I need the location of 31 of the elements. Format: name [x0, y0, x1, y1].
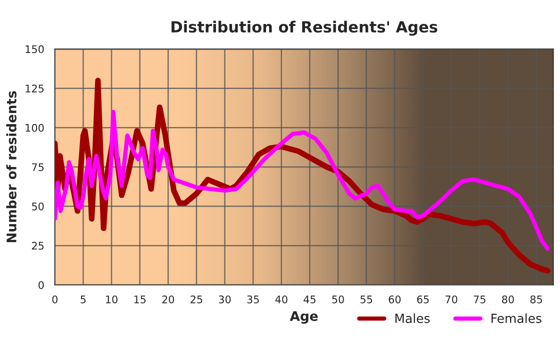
x-tick-label: 20	[162, 295, 174, 304]
x-tick-label: 5	[80, 296, 86, 304]
y-tick-label: 0	[38, 281, 44, 289]
x-tick-label: 10	[106, 295, 118, 304]
x-tick-label: 15	[134, 296, 146, 304]
y-tick-label: 50	[32, 202, 44, 210]
x-tick-label: 40	[275, 295, 288, 304]
y-tick-label: 75	[32, 163, 44, 172]
y-tick-label: 25	[32, 242, 44, 250]
line-series	[54, 110, 550, 251]
x-tick-label: 55	[360, 296, 372, 304]
x-tick-label: 25	[190, 295, 202, 304]
y-tick-label: 150	[26, 45, 44, 54]
legend-label: Females	[492, 313, 542, 324]
y-tick-label: 125	[26, 84, 44, 92]
x-tick-label: 85	[530, 295, 542, 304]
x-tick-label: 30	[218, 295, 231, 304]
x-tick-label: 75	[474, 296, 486, 304]
x-axis-title: Age	[290, 311, 318, 324]
x-tick-label: 35	[247, 295, 259, 304]
x-tick-label: 60	[388, 295, 401, 304]
legend-label: Males	[395, 313, 430, 324]
x-tick-label: 0	[52, 295, 58, 304]
x-tick-label: 45	[304, 296, 316, 304]
x-tick-label: 50	[332, 295, 344, 304]
y-axis-title: Number of residents	[6, 91, 16, 242]
chart-title: Distribution of Residents' Ages	[172, 20, 438, 36]
y-tick-label: 100	[26, 124, 44, 132]
x-tick-label: 80	[502, 295, 514, 304]
x-tick-label: 70	[446, 295, 458, 304]
x-tick-label: 65	[417, 295, 429, 304]
